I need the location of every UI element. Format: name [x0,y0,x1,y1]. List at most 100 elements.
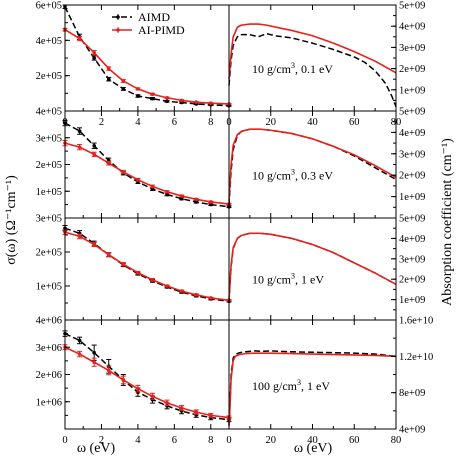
y-tick-label: 4e+06 [36,316,62,327]
data-point [179,406,184,410]
y-tick-label: 8e+09 [399,388,425,399]
series-line-ai-pimd [64,29,230,105]
y-tick-label: 2e+09 [399,275,425,286]
panel-left-2: 1e+05 2e+05 3e+05 4e+05 [36,107,232,219]
data-point [136,94,140,98]
x-tick-label: 40 [307,435,318,446]
data-point [136,177,140,182]
legend-marker [116,28,120,32]
x-axis-title-left: ω (eV) [77,441,116,456]
x-tick-label: 0 [62,435,67,446]
x-tick-label: 60 [349,117,360,128]
y-tick-label: 1.6e+10 [399,316,433,327]
data-point [77,36,82,41]
data-point [92,152,96,157]
y-tick-label: 1e+05 [36,187,62,198]
y-tick-label: 4e+09 [399,22,425,33]
panel-frame [64,319,230,430]
y-tick-label: 1e+09 [399,192,425,203]
x-tick-label: 4 [135,117,141,128]
data-point [106,77,111,81]
data-point [92,242,96,247]
y-tick-label: 1e+09 [399,295,425,306]
x-tick-label: 2 [99,117,104,128]
data-point [208,200,213,204]
y-tick-label: 2e+06 [36,370,62,381]
data-point [165,99,169,104]
y-tick-label: 1e+09 [399,85,425,96]
panel-frame [228,319,397,430]
y-tick-label: 5e+09 [399,214,425,225]
y-tick-label: 2e+05 [36,71,62,82]
data-point [136,87,140,91]
y-tick-label: 2e+05 [36,160,62,171]
y-tick-label: 3e+09 [399,149,425,160]
data-point [194,410,198,414]
data-point [150,96,155,101]
panel-annotation: 10 g/cm3, 1 eV [252,271,324,286]
series-line-ai-pimd [64,142,230,205]
data-point [77,129,82,133]
series-line-ai-pimd [228,128,397,201]
panel-annotation: 100 g/cm3, 1 eV [252,378,330,393]
panel-annotation: 10 g/cm3, 0.1 eV [252,61,333,76]
series-line-ai-pimd [228,23,397,80]
data-point [77,352,82,356]
x-tick-label: 20 [266,117,277,128]
data-point [165,189,169,194]
y-tick-label: 5e+09 [399,1,425,12]
data-point [121,262,126,267]
data-point [92,350,96,355]
y-tick-label: 1e+06 [36,397,62,408]
y-tick-label: 2e+09 [399,64,425,75]
data-point [77,338,82,343]
annotation-base: 10 g/cm [252,272,292,286]
data-point [165,95,169,100]
panels: 0 2 4 6 8 2e+05 4e+05 6e+05 0 20 40 60 80 1e+09 2e+09 3… [36,1,434,447]
annotation-base: 10 g/cm [252,168,292,182]
data-point [208,296,213,300]
y-tick-label: 2e+05 [36,248,62,259]
series-line-aimd [228,128,397,206]
data-point [136,386,140,391]
x-tick-label: 8 [208,435,213,446]
data-point [194,100,198,104]
data-point [121,87,126,91]
panel-frame [64,110,230,219]
annotation-sup: 3 [291,271,295,280]
data-point [208,101,213,106]
x-tick-label: 2 [99,435,104,446]
series-line-ai-pimd [64,346,230,419]
legend-label-aimd: AIMD [138,10,170,24]
data-point [92,56,96,60]
panel-right-2: 1e+09 2e+09 3e+09 4e+09 5e+09 [228,107,425,219]
annotation-sup: 3 [291,61,295,70]
panel-frame [64,217,230,321]
x-tick-label: 4 [135,435,141,446]
x-tick-label: 40 [307,117,318,128]
data-point [121,170,126,174]
data-point [194,197,198,202]
series-line-aimd [64,227,230,303]
y-axis-title-right: Absorption coefficient (cm⁻¹) [440,138,455,306]
y-tick-label: 3e+09 [399,43,425,54]
y-tick-label: 3e+09 [399,254,425,265]
data-point [92,143,96,148]
series-line-aimd [228,232,397,302]
annotation-rest: , 1 eV [295,272,324,286]
data-point [121,79,126,83]
y-tick-label: 4e+09 [399,425,425,436]
x-tick-label: 20 [266,435,277,446]
panel-right-3: 1e+09 2e+09 3e+09 4e+09 5e+09 [228,214,425,321]
y-tick-label: 6e+05 [36,1,62,12]
x-tick-label: 6 [172,117,177,128]
y-tick-label: 4e+09 [399,234,425,245]
data-point [77,145,82,149]
y-tick-label: 3e+05 [36,214,62,225]
y-tick-label: 3e+06 [36,343,62,354]
data-point [194,293,198,297]
